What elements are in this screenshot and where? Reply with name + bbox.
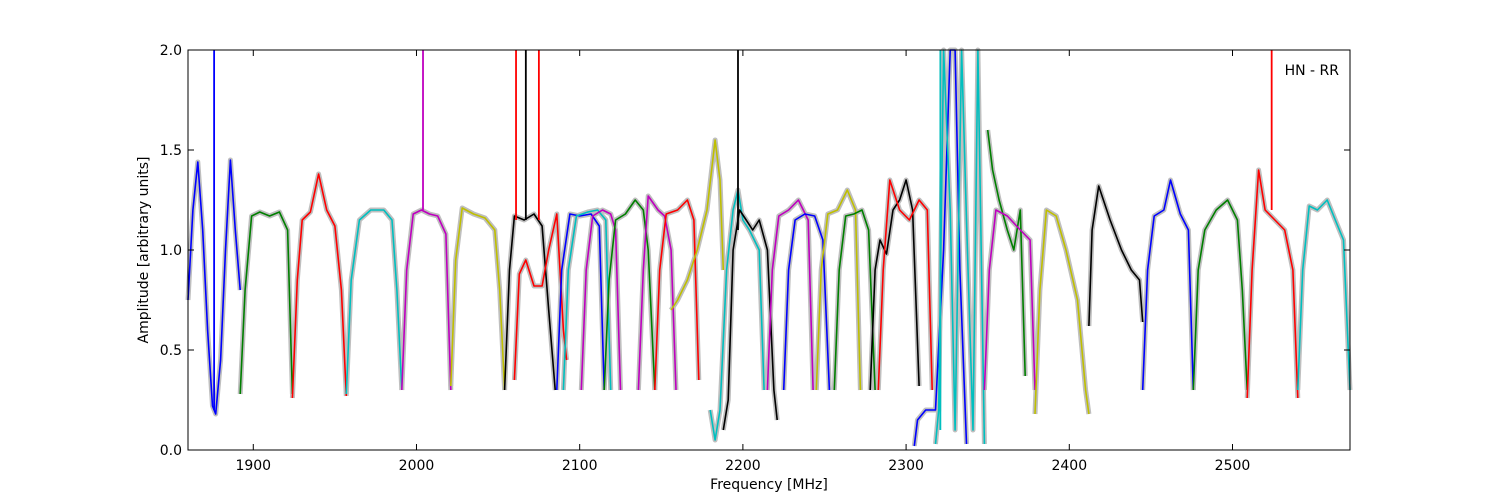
series-line-8 xyxy=(556,213,605,391)
y-tick-label: 0.0 xyxy=(160,443,182,459)
series-line-6 xyxy=(503,213,556,391)
x-tick-label: 2400 xyxy=(1051,458,1087,474)
x-axis-label: Frequency [MHz] xyxy=(710,477,828,493)
series-line-10 xyxy=(580,209,622,391)
series-line-22 xyxy=(877,179,933,391)
series-line-11 xyxy=(603,199,656,391)
series-line-3 xyxy=(345,209,403,395)
x-axis-ticks: 1900 2000 2100 2200 2300 2400 2500 xyxy=(235,50,1250,474)
spike-layer xyxy=(213,50,1273,430)
series-line-29 xyxy=(1141,179,1195,391)
series-line-31 xyxy=(1246,169,1299,399)
chart-annotation: HN - RR xyxy=(1285,63,1340,79)
series-line-19 xyxy=(815,189,862,391)
series-line-25 xyxy=(986,129,1026,377)
series-line-9 xyxy=(562,209,612,391)
series-line-17 xyxy=(766,199,814,391)
series-line-26 xyxy=(983,209,1036,391)
y-axis-label: Amplitude [arbitrary units] xyxy=(136,157,152,344)
series-line-12 xyxy=(637,195,677,391)
y-tick-label: 0.5 xyxy=(160,343,182,359)
series-line-21 xyxy=(869,179,920,391)
series-line-30 xyxy=(1192,199,1248,391)
series-line-1 xyxy=(239,211,294,395)
x-tick-label: 2200 xyxy=(725,458,761,474)
series-line-2 xyxy=(291,173,348,399)
x-tick-label: 2500 xyxy=(1215,458,1251,474)
series-line-15 xyxy=(709,189,765,441)
x-tick-label: 1900 xyxy=(235,458,271,474)
x-tick-label: 2300 xyxy=(888,458,924,474)
x-tick-label: 2000 xyxy=(399,458,435,474)
series-line-28 xyxy=(1088,185,1144,327)
series-line-18 xyxy=(782,213,831,391)
y-tick-label: 1.5 xyxy=(160,143,182,159)
series-line-27 xyxy=(1034,209,1090,415)
series-line-13 xyxy=(654,199,700,391)
y-tick-label: 1.0 xyxy=(160,243,182,259)
series-line-4 xyxy=(401,209,452,391)
series-line-32 xyxy=(1297,199,1351,391)
series-line-20 xyxy=(833,209,876,391)
series-line-5 xyxy=(450,207,506,391)
y-axis-ticks: 0.0 0.5 1.0 1.5 2.0 xyxy=(160,43,1350,459)
x-tick-label: 2100 xyxy=(562,458,598,474)
y-tick-label: 2.0 xyxy=(160,43,182,59)
series-line-14 xyxy=(670,139,725,311)
